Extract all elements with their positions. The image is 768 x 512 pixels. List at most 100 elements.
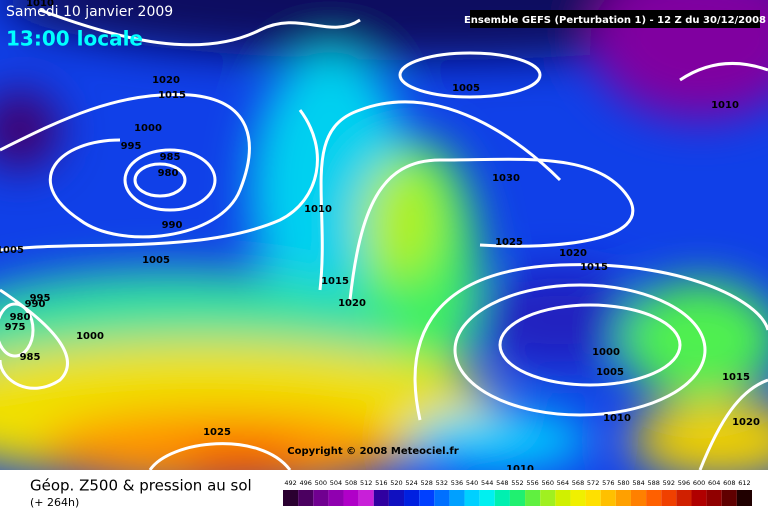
scale-cell: [419, 490, 435, 506]
source-box: [470, 10, 760, 28]
isobar-label: 1020: [338, 298, 366, 309]
scale-cell: [328, 490, 344, 506]
scale-label: 520: [390, 479, 402, 487]
isobar: [39, 8, 361, 47]
isobar-label: 1020: [152, 75, 180, 86]
isobar-label: 995: [30, 293, 51, 304]
isobar-label: 1005: [452, 83, 480, 94]
scale-label: 504: [330, 479, 342, 487]
scale-cell: [298, 490, 314, 506]
scale-cell: [676, 490, 692, 506]
isobar-label: 1015: [321, 276, 349, 287]
scale-cell: [283, 490, 299, 506]
isobar-label: 1010: [26, 0, 54, 9]
scale-cell: [646, 490, 662, 506]
scale-label: 548: [496, 479, 508, 487]
scale-cell: [721, 490, 737, 506]
isobar-label: 980: [10, 312, 31, 323]
scale-label: 584: [632, 479, 644, 487]
scale-label: 496: [299, 479, 311, 487]
scale-label: 528: [421, 479, 433, 487]
isobar-label: 990: [25, 299, 46, 310]
scale-label: 532: [436, 479, 448, 487]
isobar: [0, 92, 251, 239]
isobar-label: 1010: [506, 464, 534, 475]
scale-label: 500: [315, 479, 327, 487]
isobar-label: 1020: [559, 248, 587, 259]
scale-label: 508: [345, 479, 357, 487]
scale-label: 576: [602, 479, 614, 487]
scale-cell: [373, 490, 389, 506]
scale-cell: [388, 490, 405, 506]
isobar-label: 1030: [492, 173, 520, 184]
blob: [180, 445, 300, 470]
scale-label: 604: [708, 479, 720, 487]
blob: [620, 280, 768, 400]
scale-cell: [479, 490, 495, 506]
scale-cell: [509, 490, 526, 506]
isobar: [398, 51, 542, 99]
scale-cell: [630, 490, 647, 506]
isobar: [413, 263, 768, 421]
scale-label: 556: [526, 479, 538, 487]
isobar-label: 1020: [732, 417, 760, 428]
scale-cell: [525, 490, 541, 506]
isobar: [498, 303, 682, 387]
isobars: [0, 8, 768, 470]
scale-cell: [691, 490, 707, 506]
scale-cell: [540, 490, 556, 506]
scale-label: 600: [693, 479, 705, 487]
date: Samedi 10 janvier 2009: [6, 4, 173, 20]
scale-cell: [434, 490, 450, 506]
isobar: [123, 148, 217, 212]
scale-label: 572: [587, 479, 599, 487]
scale-cell: [555, 490, 571, 506]
isobar-label: 980: [158, 168, 179, 179]
isobar: [698, 378, 768, 470]
copyright: Copyright © 2008 Meteociel.fr: [287, 446, 458, 457]
scale-cell: [585, 490, 601, 506]
scale-label: 512: [360, 479, 372, 487]
scale-label: 564: [557, 479, 569, 487]
scale-label: 492: [284, 479, 296, 487]
isobar-label: 1015: [158, 90, 186, 101]
isobar-label: 1025: [203, 427, 231, 438]
isobar: [0, 288, 69, 390]
isobar: [679, 61, 768, 82]
isobar-label: 1010: [711, 100, 739, 111]
scale-label: 592: [663, 479, 675, 487]
scale-cell: [706, 490, 722, 506]
footer-lead: (+ 264h): [30, 496, 79, 509]
isobar-label: 975: [5, 322, 26, 333]
blob: [590, 0, 768, 120]
isobar-label: 985: [160, 152, 181, 163]
isobar-label: 1005: [596, 367, 624, 378]
scale-cell: [570, 490, 586, 506]
scale-cell: [494, 490, 510, 506]
blob: [410, 410, 590, 470]
scale-label: 516: [375, 479, 387, 487]
scale-label: 524: [405, 479, 417, 487]
isobar: [148, 442, 292, 470]
time: 13:00 locale: [6, 27, 143, 51]
scale-cell: [313, 490, 329, 506]
scale-label: 588: [647, 479, 659, 487]
isobar-labels: 1010 1020 1015 1000 995 985 980 990 1005 1005 1010…: [0, 0, 760, 475]
scale-label: 568: [572, 479, 584, 487]
scale-label: 536: [451, 479, 463, 487]
map-field: 1010 1020 1015 1000 995 985 980 990 1005 1005 1010…: [0, 0, 768, 475]
source: Ensemble GEFS (Perturbation 1) - 12 Z du…: [464, 15, 766, 26]
isobar-label: 1005: [0, 245, 24, 256]
scale-cell: [661, 490, 677, 506]
scale-label: 560: [542, 479, 554, 487]
isobar-label: 1005: [142, 255, 170, 266]
isobar: [318, 100, 562, 291]
footer-title: Géop. Z500 & pression au sol: [30, 477, 252, 495]
scale-cell: [343, 490, 359, 506]
color-scale: 492 496 500 504 508 512 516 520 524 528 532 536 540 5…: [283, 479, 752, 506]
scale-cell: [404, 490, 420, 506]
isobar-label: 1010: [603, 413, 631, 424]
scale-cell: [736, 490, 752, 506]
isobar-label: 995: [121, 141, 142, 152]
